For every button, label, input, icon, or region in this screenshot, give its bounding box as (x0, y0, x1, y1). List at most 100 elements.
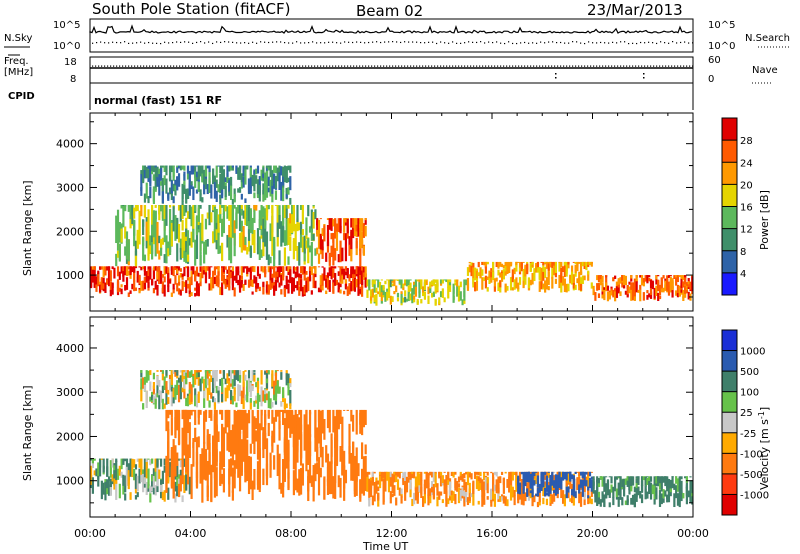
heatmap-cell (590, 476, 593, 480)
heatmap-cell (422, 496, 425, 507)
heatmap-cell (280, 372, 283, 380)
heatmap-cell (310, 290, 313, 295)
heatmap-cell (334, 437, 337, 476)
heatmap-cell (204, 266, 208, 272)
heatmap-cell (689, 495, 692, 503)
heatmap-cell (174, 493, 177, 503)
heatmap-cell (504, 285, 507, 293)
heatmap-cell (140, 173, 143, 192)
heatmap-cell (416, 299, 419, 305)
heatmap-cell (147, 282, 150, 288)
heatmap-cell (147, 169, 150, 179)
heatmap-cell (545, 498, 549, 506)
heatmap-cell (382, 286, 385, 290)
heatmap-cell (199, 378, 202, 391)
heatmap-cell (360, 283, 364, 297)
heatmap-cell (154, 165, 157, 168)
heatmap-cell (242, 176, 245, 188)
heatmap-cell (373, 279, 376, 285)
heatmap-cell (265, 170, 269, 184)
heatmap-cell (468, 471, 471, 474)
power-ylabel: Slant Range [km] (21, 180, 34, 276)
heatmap-cell (377, 480, 380, 485)
heatmap-cell (190, 231, 193, 248)
heatmap-cell (237, 188, 240, 193)
heatmap-cell (280, 181, 283, 190)
heatmap-cell (531, 273, 534, 285)
heatmap-cell (569, 274, 572, 284)
heatmap-cell (249, 266, 252, 268)
heatmap-cell (206, 370, 209, 372)
heatmap-cell (508, 471, 511, 480)
heatmap-cell (181, 280, 184, 289)
heatmap-cell (181, 183, 184, 200)
heatmap-cell (213, 266, 217, 276)
heatmap-cell (350, 244, 353, 262)
heatmap-cell (163, 266, 166, 276)
heatmap-cell (274, 190, 278, 200)
heatmap-cell (190, 165, 193, 174)
heatmap-cell (554, 489, 558, 496)
heatmap-cell (170, 222, 173, 247)
heatmap-cell (407, 285, 410, 293)
heatmap-cell (407, 472, 410, 478)
colorbar-swatch (722, 494, 737, 516)
heatmap-cell (109, 460, 112, 478)
heatmap-cell (581, 488, 584, 497)
heatmap-cell (420, 471, 423, 481)
nsearch-dot (600, 41, 602, 44)
heatmap-cell (159, 239, 163, 250)
heatmap-cell (213, 182, 217, 199)
heatmap-cell (527, 495, 531, 501)
heatmap-cell (457, 476, 461, 483)
colorbar-tick-label: 100 (740, 388, 759, 399)
heatmap-cell (283, 204, 287, 219)
heatmap-cell (177, 281, 181, 286)
heatmap-cell (285, 194, 288, 199)
heatmap-cell (359, 266, 362, 275)
heatmap-cell (429, 281, 432, 286)
nave-dot (530, 65, 532, 67)
heatmap-cell (447, 279, 450, 284)
heatmap-cell (574, 471, 577, 475)
heatmap-cell (483, 277, 486, 281)
heatmap-cell (133, 219, 136, 247)
heatmap-cell (298, 469, 301, 496)
heatmap-cell (224, 279, 227, 289)
heatmap-cell (515, 261, 518, 272)
heatmap-cell (608, 492, 611, 498)
heatmap-cell (348, 236, 351, 247)
nsearch-dot (252, 41, 254, 43)
heatmap-cell (210, 266, 213, 268)
heatmap-cell (362, 272, 365, 278)
nave-dot (377, 65, 379, 67)
heatmap-cell (185, 409, 188, 440)
heatmap-cell (479, 267, 482, 279)
heatmap-cell (197, 181, 200, 192)
heatmap-cell (226, 275, 229, 285)
heatmap-cell (260, 229, 263, 236)
heatmap-cell (233, 188, 236, 197)
heatmap-cell (156, 393, 159, 398)
heatmap-cell (127, 292, 130, 297)
nave-trace (92, 65, 694, 79)
heatmap-cell (366, 279, 369, 287)
heatmap-cell (558, 476, 561, 487)
heatmap-cell (621, 279, 624, 288)
heatmap-cell (371, 471, 374, 486)
heatmap-cell (194, 287, 197, 291)
heatmap-cell (391, 493, 394, 498)
heatmap-cell (224, 266, 227, 270)
nsearch-dot (224, 41, 226, 43)
heatmap-cell (185, 240, 188, 258)
heatmap-cell (635, 275, 638, 278)
heatmap-cell (222, 274, 225, 283)
heatmap-cell (610, 286, 613, 291)
heatmap-cell (545, 484, 549, 492)
heatmap-cell (341, 247, 344, 262)
heatmap-cell (174, 266, 177, 271)
heatmap-cell (265, 393, 269, 401)
heatmap-cell (217, 278, 220, 288)
nave-dot (605, 65, 607, 67)
heatmap-cell (429, 495, 432, 504)
